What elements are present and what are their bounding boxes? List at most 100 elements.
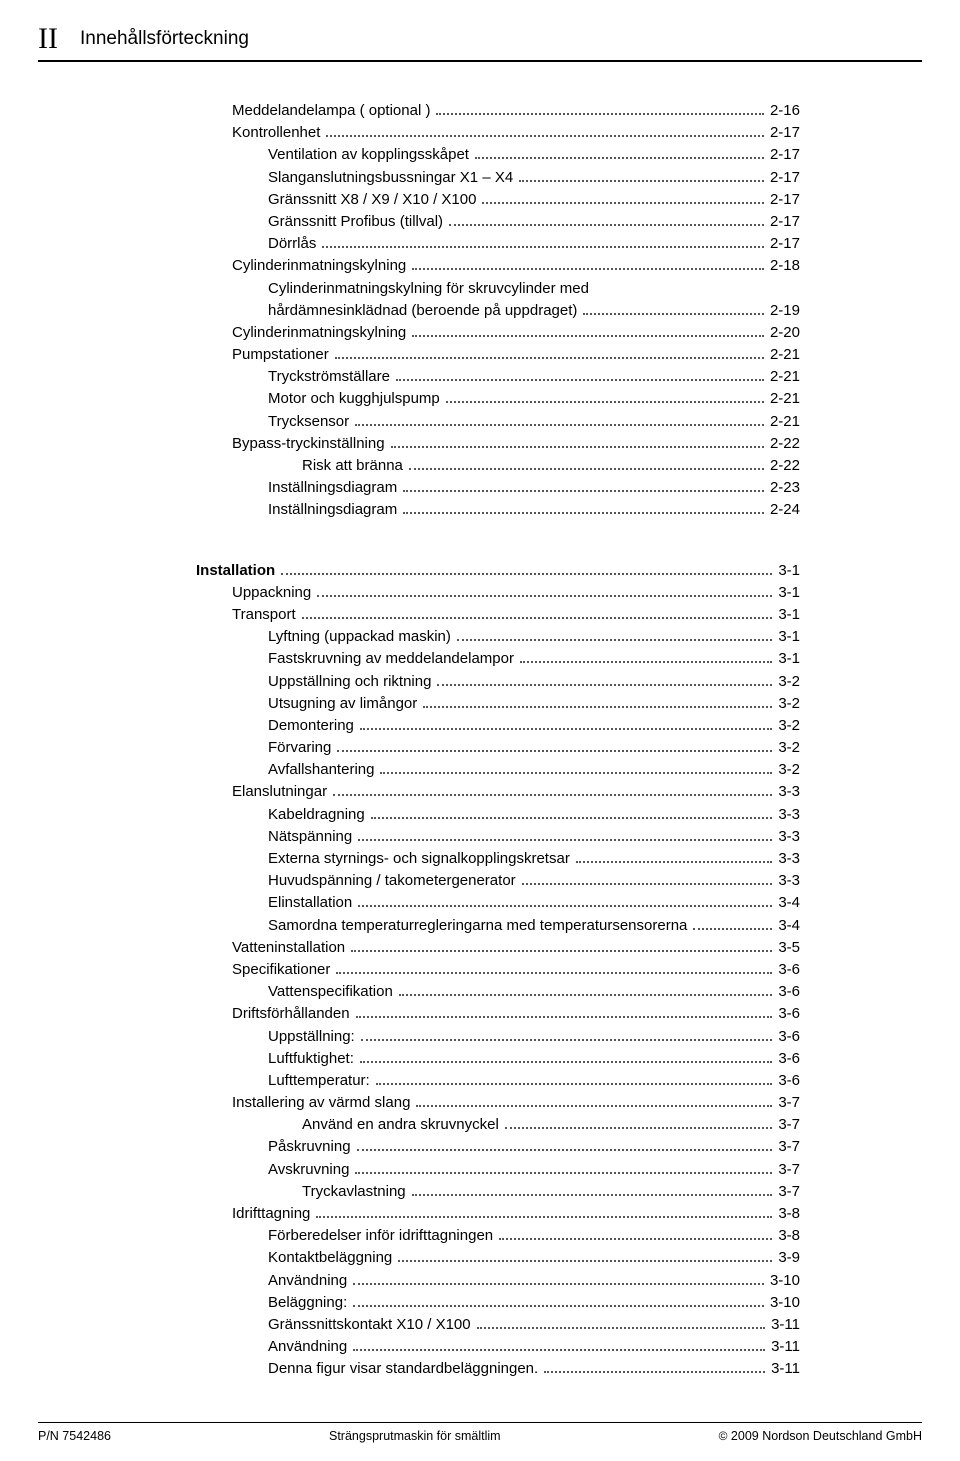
- toc-label: Gränssnittskontakt X10 / X100: [268, 1314, 471, 1336]
- toc-page: 2-17: [770, 144, 800, 166]
- toc-row: Gränssnitt X8 / X9 / X10 / X1002-17: [0, 189, 800, 211]
- toc-leader-dots: [423, 706, 772, 708]
- toc-leader-dots: [412, 268, 764, 270]
- table-of-contents: Meddelandelampa ( optional )2-16Kontroll…: [0, 100, 960, 1381]
- toc-row: Cylinderinmatningskylning 2-20: [0, 322, 800, 344]
- toc-page: 3-2: [778, 671, 800, 693]
- toc-page: 3-1: [778, 560, 800, 582]
- toc-row: Luftfuktighet:3-6: [0, 1048, 800, 1070]
- toc-label: Lufttemperatur:: [268, 1070, 370, 1092]
- toc-leader-dots: [396, 379, 764, 381]
- toc-page: 3-6: [778, 1048, 800, 1070]
- toc-page: 3-6: [778, 981, 800, 1003]
- toc-row: Dörrlås2-17: [0, 233, 800, 255]
- toc-label: Kabeldragning: [268, 804, 365, 826]
- toc-label: Externa styrnings- och signalkopplingskr…: [268, 848, 570, 870]
- toc-row: Demontering3-2: [0, 715, 800, 737]
- toc-label: Installering av värmd slang: [232, 1092, 410, 1114]
- toc-leader-dots: [317, 595, 772, 597]
- toc-leader-dots: [409, 468, 764, 470]
- toc-page: 3-7: [778, 1181, 800, 1203]
- toc-row: Uppställning och riktning3-2: [0, 671, 800, 693]
- toc-row: Gränssnitt Profibus (tillval)2-17: [0, 211, 800, 233]
- toc-leader-dots: [376, 1083, 773, 1085]
- toc-page: 3-6: [778, 959, 800, 981]
- toc-label: Lyftning (uppackad maskin): [268, 626, 451, 648]
- toc-label: Fastskruvning av meddelandelampor: [268, 648, 514, 670]
- toc-leader-dots: [505, 1127, 773, 1129]
- toc-page: 3-1: [778, 626, 800, 648]
- toc-row: Avskruvning3-7: [0, 1159, 800, 1181]
- toc-label: Påskruvning: [268, 1136, 351, 1158]
- toc-leader-dots: [403, 512, 764, 514]
- toc-leader-dots: [403, 490, 764, 492]
- toc-page: 3-8: [778, 1203, 800, 1225]
- toc-page: 3-4: [778, 892, 800, 914]
- toc-label: Cylinderinmatningskylning: [232, 255, 406, 277]
- toc-leader-dots: [351, 950, 772, 952]
- toc-row: Huvudspänning / takometergenerator 3-3: [0, 870, 800, 892]
- toc-label: Tryckströmställare: [268, 366, 390, 388]
- toc-page: 3-6: [778, 1003, 800, 1025]
- toc-page: 3-1: [778, 604, 800, 626]
- toc-row: Elanslutningar3-3: [0, 781, 800, 803]
- toc-label: Huvudspänning / takometergenerator: [268, 870, 516, 892]
- toc-page: 2-21: [770, 388, 800, 410]
- footer-copyright: © 2009 Nordson Deutschland GmbH: [719, 1429, 922, 1443]
- toc-leader-dots: [281, 573, 772, 575]
- toc-row: Specifikationer3-6: [0, 959, 800, 981]
- toc-page: 3-4: [778, 915, 800, 937]
- toc-label: Vatteninstallation: [232, 937, 345, 959]
- toc-leader-dots: [519, 180, 764, 182]
- toc-row: Tryckavlastning 3-7: [0, 1181, 800, 1203]
- toc-label: Pumpstationer: [232, 344, 329, 366]
- toc-row: Inställningsdiagram2-23: [0, 477, 800, 499]
- toc-leader-dots: [380, 772, 772, 774]
- toc-page: 3-3: [778, 848, 800, 870]
- toc-row: Installering av värmd slang3-7: [0, 1092, 800, 1114]
- toc-leader-dots: [398, 1260, 772, 1262]
- toc-page: 2-20: [770, 322, 800, 344]
- toc-label: Användning: [268, 1336, 347, 1358]
- toc-row: Användning3-10: [0, 1270, 800, 1292]
- toc-page: 2-18: [770, 255, 800, 277]
- toc-row: Cylinderinmatningskylning för skruvcylin…: [0, 278, 800, 300]
- toc-leader-dots: [335, 357, 764, 359]
- toc-row: Användning3-11: [0, 1336, 800, 1358]
- footer-part-number: P/N 7542486: [38, 1429, 111, 1443]
- toc-row: Vattenspecifikation3-6: [0, 981, 800, 1003]
- toc-row: Nätspänning3-3: [0, 826, 800, 848]
- toc-leader-dots: [361, 1039, 773, 1041]
- footer-rule: [38, 1422, 922, 1424]
- toc-row: Trycksensor2-21: [0, 411, 800, 433]
- toc-label: Driftsförhållanden: [232, 1003, 350, 1025]
- toc-label: Risk att bränna: [302, 455, 403, 477]
- toc-page: 3-7: [778, 1136, 800, 1158]
- toc-leader-dots: [520, 661, 772, 663]
- toc-row: Beläggning:3-10: [0, 1292, 800, 1314]
- toc-label: Tryckavlastning: [302, 1181, 406, 1203]
- toc-page: 3-5: [778, 937, 800, 959]
- toc-label: Beläggning:: [268, 1292, 347, 1314]
- toc-label: Gränssnitt X8 / X9 / X10 / X100: [268, 189, 476, 211]
- toc-page: 3-2: [778, 693, 800, 715]
- toc-label: Inställningsdiagram: [268, 499, 397, 521]
- toc-leader-dots: [499, 1238, 772, 1240]
- toc-row: Kontrollenhet2-17: [0, 122, 800, 144]
- toc-page: 3-11: [771, 1358, 800, 1380]
- toc-row: Pumpstationer 2-21: [0, 344, 800, 366]
- toc-label: Cylinderinmatningskylning: [232, 322, 406, 344]
- toc-leader-dots: [355, 1172, 772, 1174]
- toc-label: Motor och kugghjulspump: [268, 388, 440, 410]
- toc-row: Uppställning:3-6: [0, 1026, 800, 1048]
- toc-page: 2-17: [770, 211, 800, 233]
- toc-row: Kabeldragning3-3: [0, 804, 800, 826]
- toc-page: 3-3: [778, 870, 800, 892]
- footer-doc-title: Strängsprutmaskin för smältlim: [329, 1429, 501, 1443]
- header-rule: [38, 60, 922, 62]
- toc-leader-dots: [333, 794, 772, 796]
- toc-label: Denna figur visar standardbeläggningen.: [268, 1358, 538, 1380]
- toc-page: 2-21: [770, 344, 800, 366]
- toc-leader-dots: [391, 446, 764, 448]
- toc-leader-dots: [302, 617, 773, 619]
